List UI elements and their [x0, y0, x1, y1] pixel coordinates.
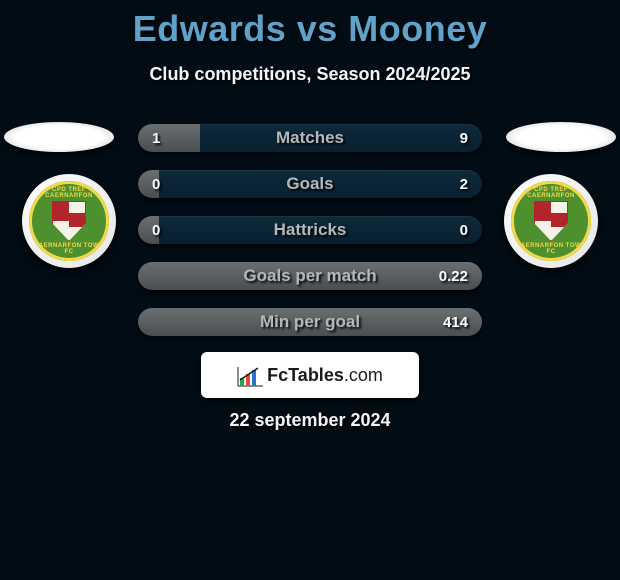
shield-icon — [534, 201, 568, 241]
stat-label: Goals — [138, 174, 482, 194]
stat-label: Matches — [138, 128, 482, 148]
bar-chart-icon — [237, 367, 263, 387]
right-club-badge: CPD TREF CAERNARFON CAERNARFON TOWN FC — [504, 174, 598, 268]
stat-bar: Goals per match 0.22 — [138, 262, 482, 290]
comparison-bars: 1 Matches 9 0 Goals 2 0 Hattricks 0 Goal… — [138, 124, 482, 354]
brand-label: FcTables.com — [267, 365, 383, 386]
badge-text-bottom: CAERNARFON TOWN FC — [29, 243, 109, 255]
brand-suffix: .com — [344, 365, 383, 385]
stat-bar: 1 Matches 9 — [138, 124, 482, 152]
stat-right-value: 0.22 — [439, 268, 468, 285]
left-club-badge: CPD TREF CAERNARFON CAERNARFON TOWN FC — [22, 174, 116, 268]
brand-inner: FcTables.com — [237, 365, 383, 386]
stat-bar: 0 Hattricks 0 — [138, 216, 482, 244]
stat-label: Hattricks — [138, 220, 482, 240]
badge-text-bottom: CAERNARFON TOWN FC — [511, 243, 591, 255]
page-title: Edwards vs Mooney — [0, 0, 620, 50]
badge-text-top: CPD TREF CAERNARFON — [29, 187, 109, 199]
stat-right-value: 9 — [460, 130, 468, 147]
right-player-oval — [506, 122, 616, 152]
stat-bar: 0 Goals 2 — [138, 170, 482, 198]
stat-right-value: 0 — [460, 222, 468, 239]
left-player-oval — [4, 122, 114, 152]
stat-label: Goals per match — [138, 266, 482, 286]
stat-right-value: 414 — [443, 314, 468, 331]
club-crest-icon: CPD TREF CAERNARFON CAERNARFON TOWN FC — [29, 181, 109, 261]
date-label: 22 september 2024 — [0, 410, 620, 431]
page-subtitle: Club competitions, Season 2024/2025 — [0, 64, 620, 85]
stat-label: Min per goal — [138, 312, 482, 332]
stat-bar: Min per goal 414 — [138, 308, 482, 336]
brand-name: FcTables — [267, 365, 344, 385]
club-crest-icon: CPD TREF CAERNARFON CAERNARFON TOWN FC — [511, 181, 591, 261]
badge-text-top: CPD TREF CAERNARFON — [511, 187, 591, 199]
brand-box[interactable]: FcTables.com — [201, 352, 419, 398]
shield-icon — [52, 201, 86, 241]
stat-right-value: 2 — [460, 176, 468, 193]
